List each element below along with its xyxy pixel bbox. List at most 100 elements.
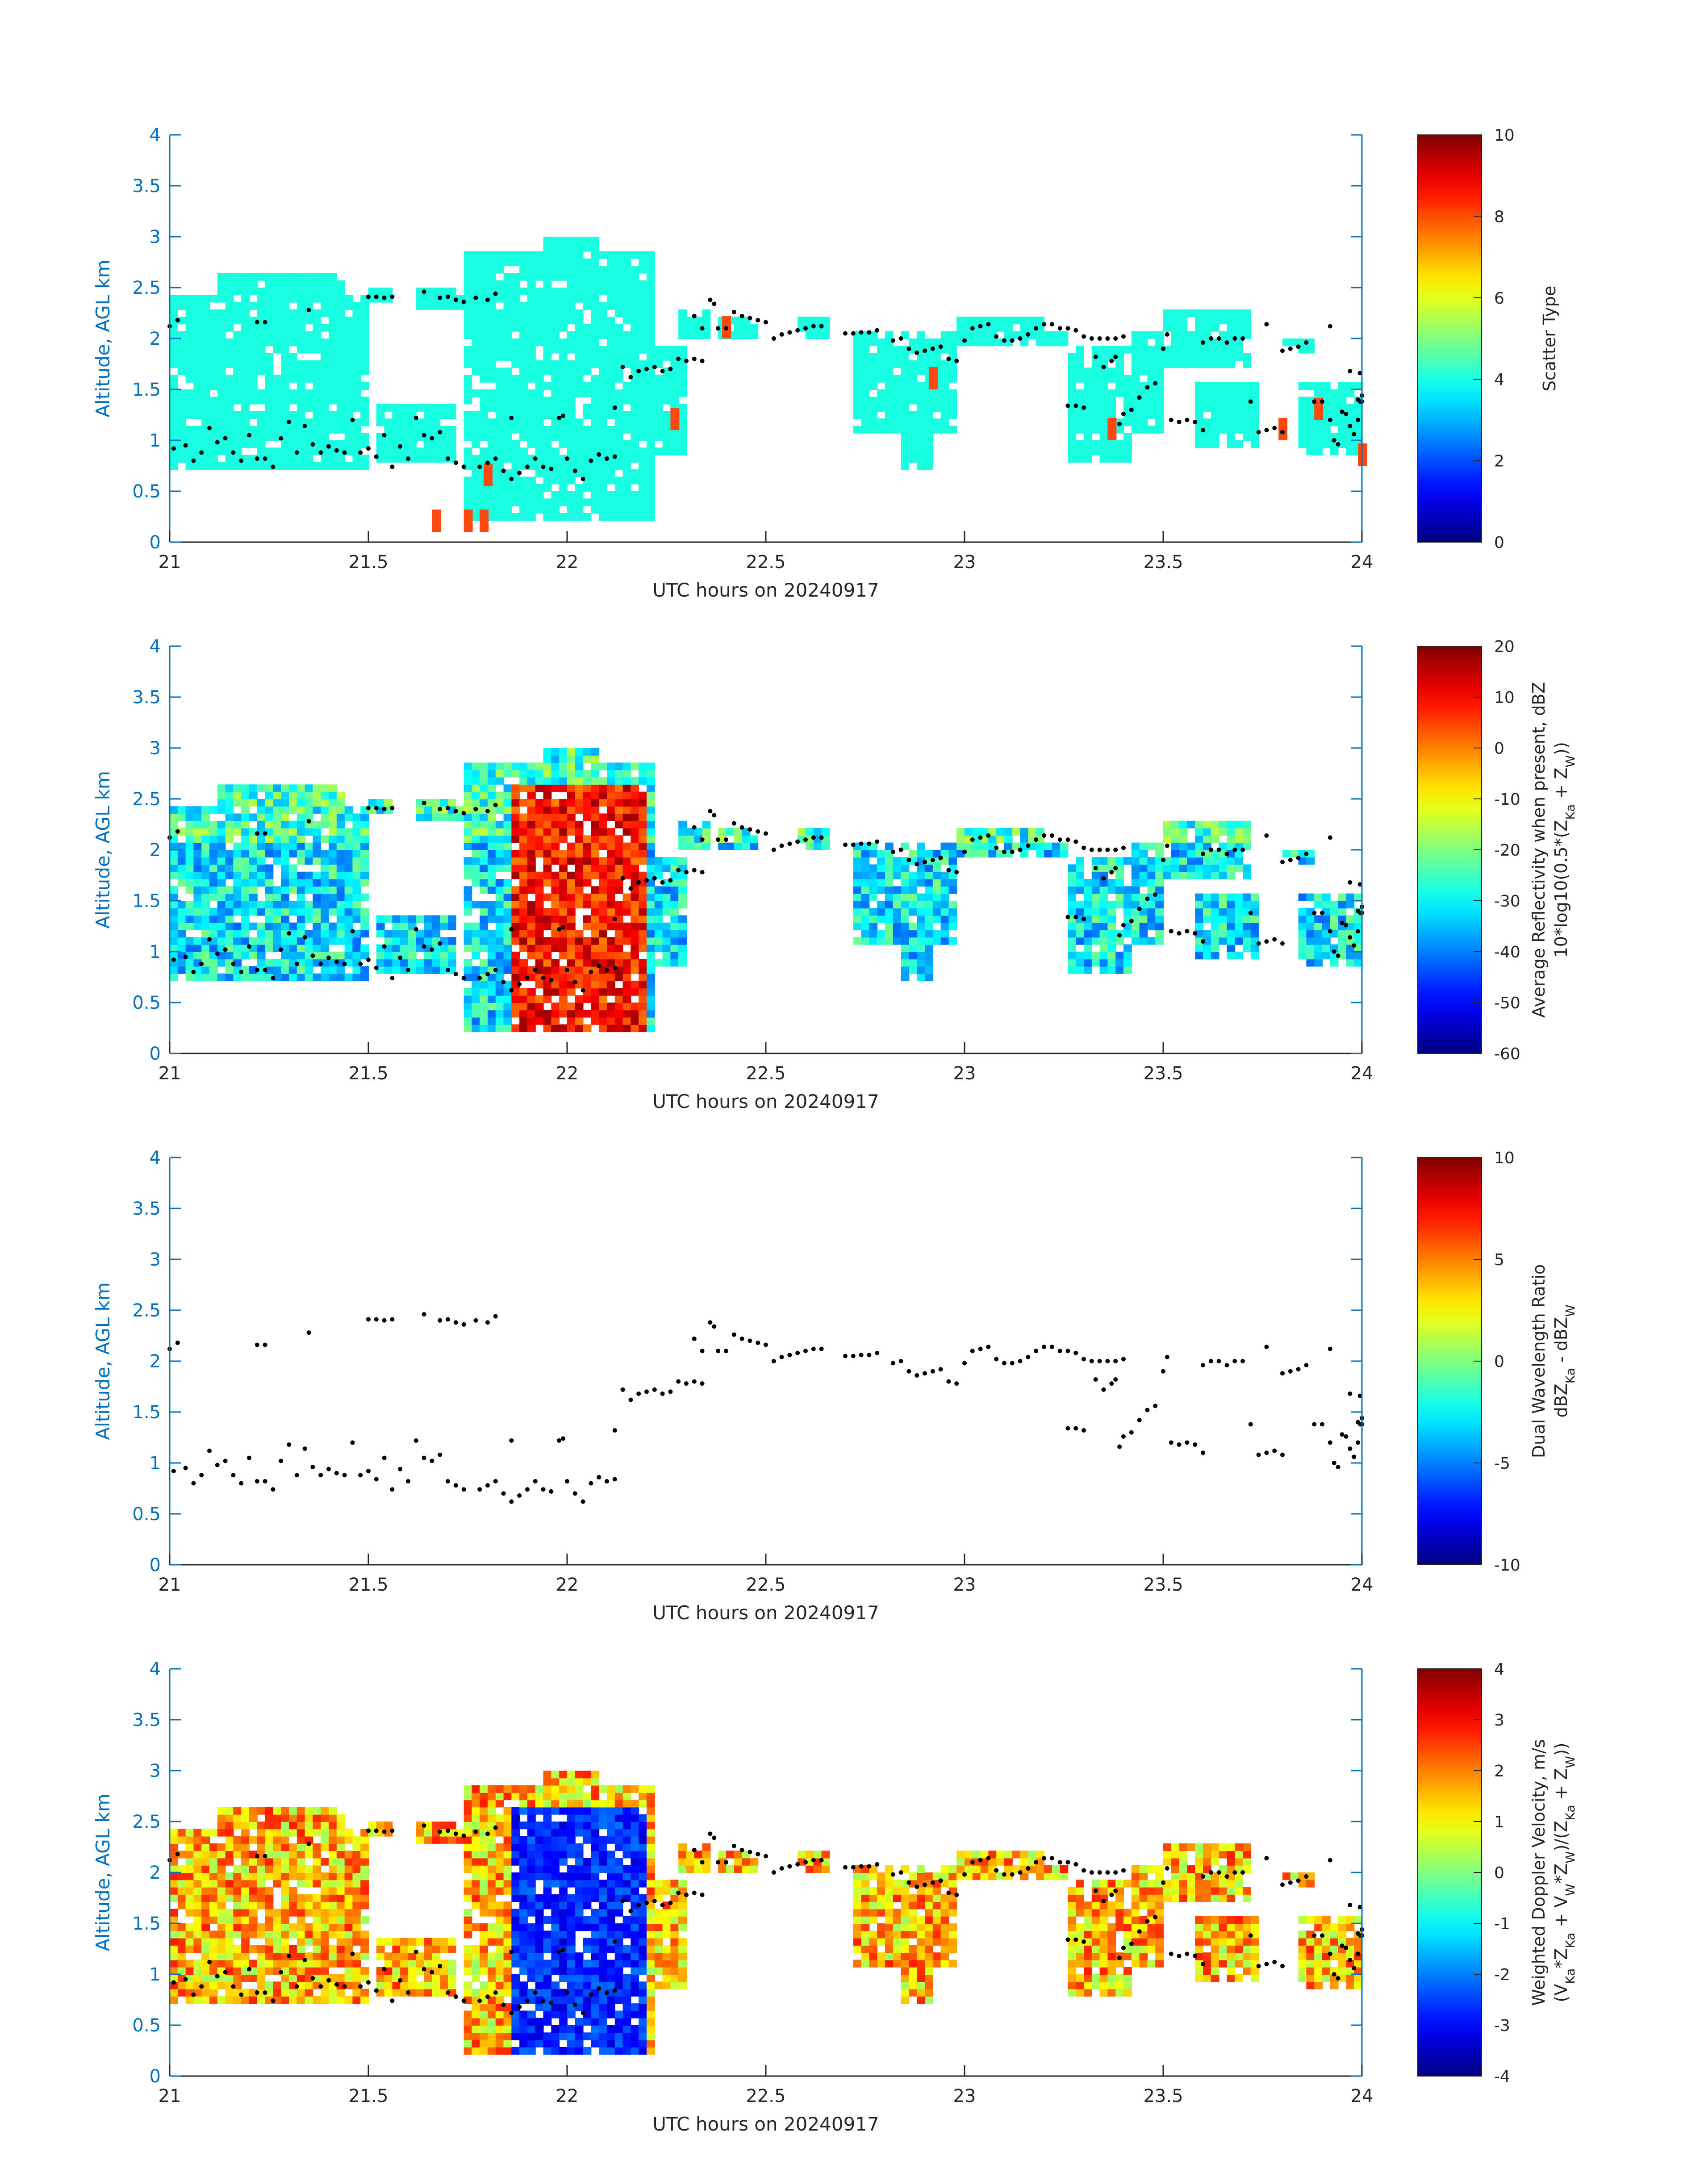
- cloud-base-point: [915, 861, 919, 866]
- heatmap-cell: [901, 418, 910, 426]
- heatmap-cell: [329, 850, 337, 858]
- heatmap-cell: [408, 952, 417, 960]
- heatmap-cell: [551, 258, 560, 267]
- heatmap-cell: [1314, 447, 1323, 455]
- heatmap-cell: [614, 258, 623, 267]
- heatmap-cell: [559, 762, 568, 770]
- heatmap-cell: [177, 433, 186, 441]
- heatmap-cell: [1099, 368, 1108, 376]
- heatmap-cell: [1139, 930, 1148, 938]
- heatmap-cell: [932, 426, 941, 434]
- heatmap-cell: [321, 973, 329, 982]
- heatmap-cell: [209, 331, 218, 339]
- heatmap-cell: [1250, 915, 1259, 923]
- heatmap-cell: [185, 360, 194, 368]
- heatmap-cell: [575, 893, 584, 901]
- heatmap-cell: [257, 857, 266, 865]
- heatmap-cell: [503, 959, 512, 967]
- cloud-base-point: [239, 1481, 244, 1486]
- heatmap-cell: [273, 382, 282, 390]
- heatmap-cell: [241, 791, 250, 799]
- heatmap-cell: [209, 930, 218, 938]
- heatmap-cell: [647, 317, 655, 325]
- heatmap-cell: [925, 338, 933, 347]
- heatmap-cell: [503, 513, 512, 521]
- heatmap-cell: [1115, 447, 1124, 455]
- heatmap-cell: [400, 411, 409, 419]
- heatmap-cell: [281, 309, 289, 318]
- heatmap-cell: [273, 346, 282, 354]
- cloud-base-point: [1201, 852, 1205, 857]
- heatmap-cell: [185, 317, 194, 325]
- heatmap-cell: [225, 915, 234, 923]
- heatmap-cell: [170, 462, 178, 470]
- heatmap-cell: [1115, 893, 1124, 901]
- cloud-base-point: [700, 837, 705, 842]
- heatmap-cell: [559, 433, 568, 441]
- heatmap-cell: [647, 338, 655, 347]
- heatmap-cell: [321, 404, 329, 412]
- heatmap-cell: [1123, 857, 1132, 865]
- heatmap-cell: [273, 404, 282, 412]
- heatmap-cell: [559, 901, 568, 909]
- heatmap-cell: [1195, 397, 1203, 405]
- heatmap-cell: [591, 777, 600, 785]
- heatmap-cell: [527, 331, 536, 339]
- heatmap-cell: [511, 857, 520, 865]
- heatmap-cell: [622, 850, 631, 858]
- heatmap-cell: [885, 346, 894, 354]
- heatmap-cell: [591, 748, 600, 756]
- cloud-base-point: [660, 880, 665, 885]
- heatmap-cell: [1068, 382, 1077, 390]
- heatmap-cell: [360, 360, 369, 368]
- colorbar-label-part: + Z: [1551, 768, 1571, 804]
- heatmap-cell: [654, 433, 663, 441]
- heatmap-cell: [336, 389, 345, 397]
- heatmap-cell: [217, 397, 226, 405]
- heatmap-cell: [511, 469, 520, 477]
- heatmap-cell: [925, 440, 933, 448]
- heatmap-cell: [893, 915, 902, 923]
- heatmap-cell: [1131, 922, 1140, 931]
- heatmap-cell: [321, 418, 329, 426]
- heatmap-cell: [607, 915, 615, 923]
- heatmap-cell: [535, 433, 544, 441]
- heatmap-cell: [511, 426, 520, 434]
- heatmap-cell: [527, 426, 536, 434]
- heatmap-cell: [622, 769, 631, 778]
- heatmap-cell: [535, 302, 544, 310]
- heatmap-cell: [909, 930, 918, 938]
- cloud-base-point: [199, 961, 204, 966]
- heatmap-cell: [1211, 864, 1219, 872]
- heatmap-cell: [917, 842, 925, 850]
- heatmap-cell: [1219, 857, 1228, 865]
- heatmap-cell: [233, 360, 242, 368]
- heatmap-cell: [249, 791, 258, 799]
- heatmap-cell: [249, 455, 258, 463]
- heatmap-cell: [599, 1017, 607, 1025]
- heatmap-cell: [1219, 382, 1228, 390]
- heatmap-cell: [1227, 922, 1236, 931]
- heatmap-cell: [1076, 901, 1084, 909]
- heatmap-cell: [488, 762, 496, 770]
- heatmap-cell: [1091, 375, 1100, 383]
- colorbar-tick-label: 6: [1494, 289, 1504, 308]
- cloud-base-point: [199, 1473, 204, 1478]
- cloud-base-point: [1201, 939, 1205, 944]
- heatmap-cell: [257, 871, 266, 880]
- heatmap-cell: [591, 820, 600, 829]
- heatmap-cell: [1155, 411, 1164, 419]
- heatmap-cell: [1107, 440, 1116, 448]
- heatmap-cell: [607, 251, 615, 259]
- heatmap-cell: [1084, 455, 1092, 463]
- heatmap-cell: [654, 937, 663, 945]
- heatmap-cell: [519, 433, 528, 441]
- heatmap-cell: [647, 893, 655, 901]
- heatmap-cell: [662, 886, 671, 894]
- heatmap-cell: [233, 317, 242, 325]
- heatmap-cell: [1107, 455, 1116, 463]
- heatmap-cell: [360, 382, 369, 390]
- heatmap-cell: [217, 886, 226, 894]
- heatmap-cell: [551, 506, 560, 514]
- heatmap-cell: [559, 273, 568, 281]
